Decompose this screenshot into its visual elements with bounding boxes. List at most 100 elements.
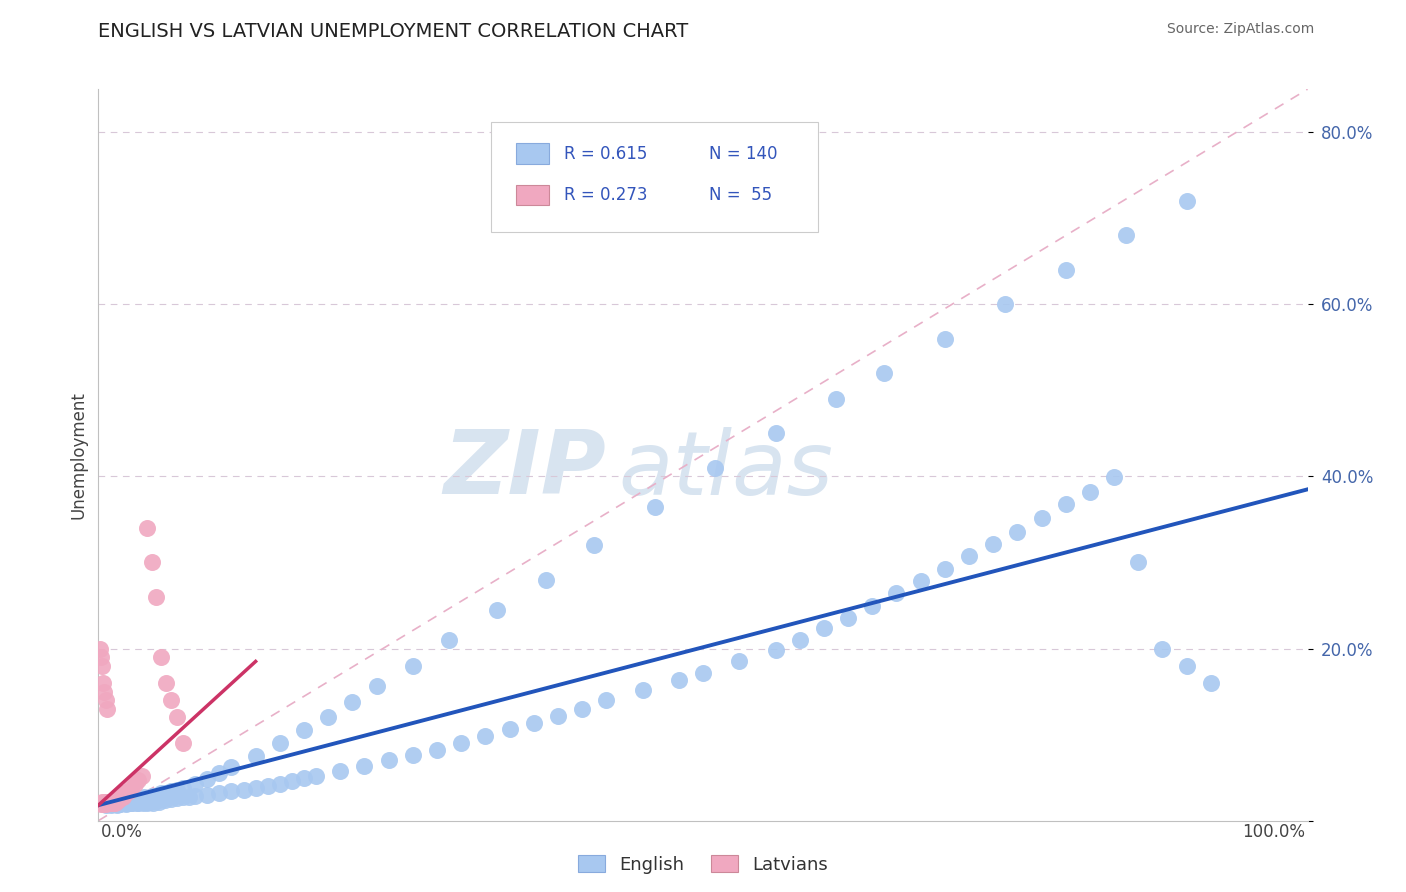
- Point: [100, 795, 122, 809]
- Point: [111, 789, 134, 804]
- Point: [90, 797, 112, 812]
- Point: [160, 784, 183, 798]
- Point: [96, 795, 118, 809]
- Point: [148, 788, 170, 802]
- Point: [595, 693, 617, 707]
- Point: [135, 521, 157, 535]
- Point: [728, 655, 751, 669]
- Point: [93, 684, 115, 698]
- Point: [1175, 194, 1198, 208]
- Point: [172, 790, 194, 805]
- Point: [160, 693, 183, 707]
- Point: [118, 797, 141, 811]
- Point: [108, 791, 131, 805]
- Point: [97, 797, 120, 812]
- Point: [100, 797, 122, 811]
- Point: [112, 788, 135, 802]
- Point: [1128, 556, 1150, 570]
- Point: [114, 795, 136, 809]
- Point: [1152, 641, 1174, 656]
- Point: [115, 785, 138, 799]
- Point: [90, 796, 112, 810]
- Point: [111, 796, 134, 810]
- Point: [934, 332, 956, 346]
- Text: Source: ZipAtlas.com: Source: ZipAtlas.com: [1167, 22, 1315, 37]
- Point: [91, 676, 114, 690]
- Point: [873, 366, 896, 380]
- Point: [127, 773, 149, 788]
- Point: [377, 753, 399, 767]
- Legend: English, Latvians: English, Latvians: [571, 848, 835, 881]
- Point: [498, 723, 520, 737]
- Point: [981, 536, 1004, 550]
- Point: [160, 792, 183, 806]
- Point: [221, 760, 243, 774]
- Point: [89, 797, 111, 811]
- Point: [166, 791, 188, 805]
- Point: [644, 500, 666, 514]
- Point: [1078, 484, 1101, 499]
- Point: [281, 774, 304, 789]
- Point: [668, 673, 690, 687]
- Point: [402, 658, 425, 673]
- Point: [96, 797, 118, 811]
- FancyBboxPatch shape: [492, 122, 818, 232]
- Point: [100, 796, 122, 810]
- Point: [108, 792, 131, 806]
- Point: [103, 797, 125, 811]
- Point: [1054, 263, 1077, 277]
- Point: [366, 680, 388, 694]
- Point: [1031, 510, 1053, 524]
- Point: [91, 796, 114, 810]
- Point: [523, 715, 546, 730]
- Point: [704, 460, 727, 475]
- Point: [98, 795, 121, 809]
- Point: [118, 795, 141, 809]
- Point: [886, 586, 908, 600]
- Point: [101, 797, 124, 812]
- Point: [474, 729, 496, 743]
- Point: [93, 797, 115, 811]
- Point: [860, 599, 883, 613]
- Point: [104, 796, 127, 810]
- Text: N = 140: N = 140: [709, 145, 778, 162]
- Point: [98, 796, 121, 810]
- Point: [269, 777, 291, 791]
- Point: [148, 795, 170, 809]
- Point: [91, 797, 114, 811]
- Point: [131, 769, 153, 783]
- Point: [114, 796, 136, 810]
- Point: [127, 793, 149, 807]
- Point: [105, 797, 128, 811]
- Point: [138, 795, 160, 809]
- Point: [118, 795, 141, 809]
- Point: [131, 792, 153, 806]
- Point: [166, 710, 188, 724]
- Point: [910, 574, 932, 589]
- Point: [450, 736, 472, 750]
- Point: [112, 795, 135, 809]
- Point: [195, 788, 218, 802]
- Point: [100, 797, 122, 811]
- Point: [145, 794, 167, 808]
- Point: [127, 797, 149, 811]
- Point: [789, 632, 811, 647]
- Point: [269, 736, 291, 750]
- Point: [631, 682, 654, 697]
- Point: [127, 796, 149, 810]
- Point: [134, 790, 156, 805]
- Point: [1199, 676, 1222, 690]
- Point: [105, 798, 128, 813]
- Text: R = 0.615: R = 0.615: [564, 145, 647, 162]
- Point: [486, 603, 509, 617]
- Point: [208, 786, 231, 800]
- Point: [765, 426, 787, 441]
- Point: [97, 797, 120, 812]
- Point: [135, 791, 157, 805]
- Point: [121, 794, 143, 808]
- Point: [94, 796, 117, 810]
- Point: [571, 702, 593, 716]
- Point: [994, 297, 1017, 311]
- Point: [534, 573, 557, 587]
- Point: [108, 797, 131, 811]
